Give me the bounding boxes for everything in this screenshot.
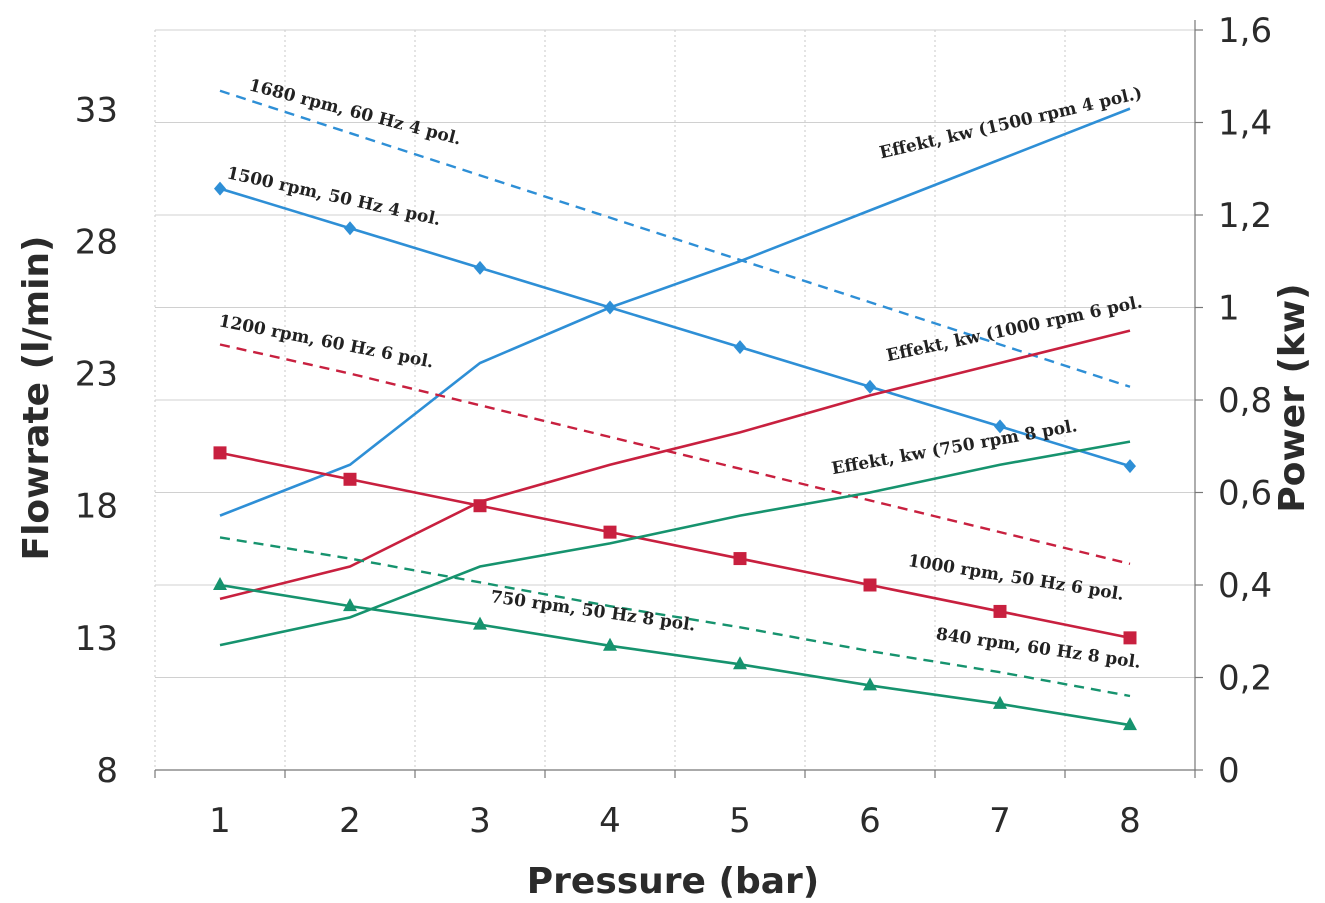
series-7-point: [213, 577, 227, 590]
series-3-label: 1200 rpm, 60 Hz 6 pol.: [217, 311, 435, 372]
series-4-line: [219, 451, 1131, 640]
y-tick-label: 28: [75, 222, 118, 262]
series-7-point: [343, 598, 357, 612]
y-tick-label: 18: [75, 487, 118, 527]
series-5-label: Effekt, kw (1000 rpm 6 pol.: [885, 292, 1144, 366]
x-tick-label: 4: [599, 801, 621, 841]
series-4-point: [213, 446, 227, 460]
y2-tick-label: 0: [1218, 751, 1240, 791]
series-8-line: [219, 440, 1131, 647]
y2-tick-label: 0,2: [1218, 659, 1272, 699]
series-7-point: [733, 656, 747, 670]
series-1-point: [864, 379, 876, 394]
series-7-point: [993, 695, 1007, 709]
series-7-label: 750 rpm, 50 Hz 8 pol.: [489, 587, 696, 636]
x-tick-label: 2: [339, 801, 361, 841]
series-1-point: [994, 419, 1006, 434]
y2-tick-label: 1,4: [1218, 104, 1272, 144]
grid: [154, 29, 1196, 770]
series-2-label: Effekt, kw (1500 rpm 4 pol.): [878, 83, 1145, 163]
y-tick-label: 33: [75, 90, 118, 130]
series-6-line: [219, 536, 1131, 698]
series-7-point: [603, 637, 617, 651]
series-7-point: [863, 677, 877, 691]
series-4-point: [603, 525, 617, 539]
x-tick-label: 5: [729, 801, 751, 841]
y2-axis-title: Power (kw): [1272, 283, 1313, 512]
series-4-point: [733, 552, 747, 566]
series-4-point: [993, 604, 1007, 618]
series-4-label: 1000 rpm, 50 Hz 6 pol.: [906, 551, 1125, 605]
y2-tick-label: 0,4: [1218, 566, 1272, 606]
x-tick-label: 3: [469, 801, 491, 841]
y-tick-label: 23: [75, 355, 118, 395]
y2-tick-label: 1: [1218, 289, 1240, 329]
series-1-point: [214, 181, 226, 196]
y2-tick-label: 0,6: [1218, 474, 1272, 514]
y-tick-label: 8: [96, 751, 118, 791]
series-3-line: [219, 343, 1131, 566]
x-tick-label: 6: [859, 801, 881, 841]
series-4-point: [1123, 631, 1137, 645]
x-tick-label: 8: [1119, 801, 1141, 841]
series-1-point: [474, 260, 486, 275]
axes: 1 2 3 4 5 6 7 88131823283300,20,40,60,811,21,41…: [75, 11, 1272, 841]
series-1-point: [344, 221, 356, 236]
series-1-point: [1124, 459, 1136, 474]
series-0-label: 1680 rpm, 60 Hz 4 pol.: [247, 75, 464, 149]
y2-tick-label: 1,6: [1218, 11, 1272, 51]
y-axis-title: Flowrate (l/min): [16, 235, 57, 560]
series-4-point: [863, 578, 877, 592]
y-tick-label: 13: [75, 619, 118, 659]
series-1-line: [219, 187, 1131, 468]
series-1-point: [734, 340, 746, 355]
series-8-label: Effekt, kw (750 rpm 8 pol.: [830, 416, 1079, 479]
series-lines: [213, 89, 1137, 731]
x-tick-label: 7: [989, 801, 1011, 841]
y2-tick-label: 0,8: [1218, 381, 1272, 421]
series-5-line: [219, 329, 1131, 601]
x-tick-label: 1: [209, 801, 231, 841]
y2-tick-label: 1,2: [1218, 196, 1272, 236]
series-7-point: [473, 616, 487, 630]
series-1-label: 1500 rpm, 50 Hz 4 pol.: [225, 163, 443, 230]
series-4-point: [343, 472, 357, 486]
x-axis-title: Pressure (bar): [527, 861, 819, 902]
series-0-line: [219, 89, 1131, 388]
series-2-line: [219, 107, 1131, 517]
series-7-point: [1123, 717, 1137, 731]
